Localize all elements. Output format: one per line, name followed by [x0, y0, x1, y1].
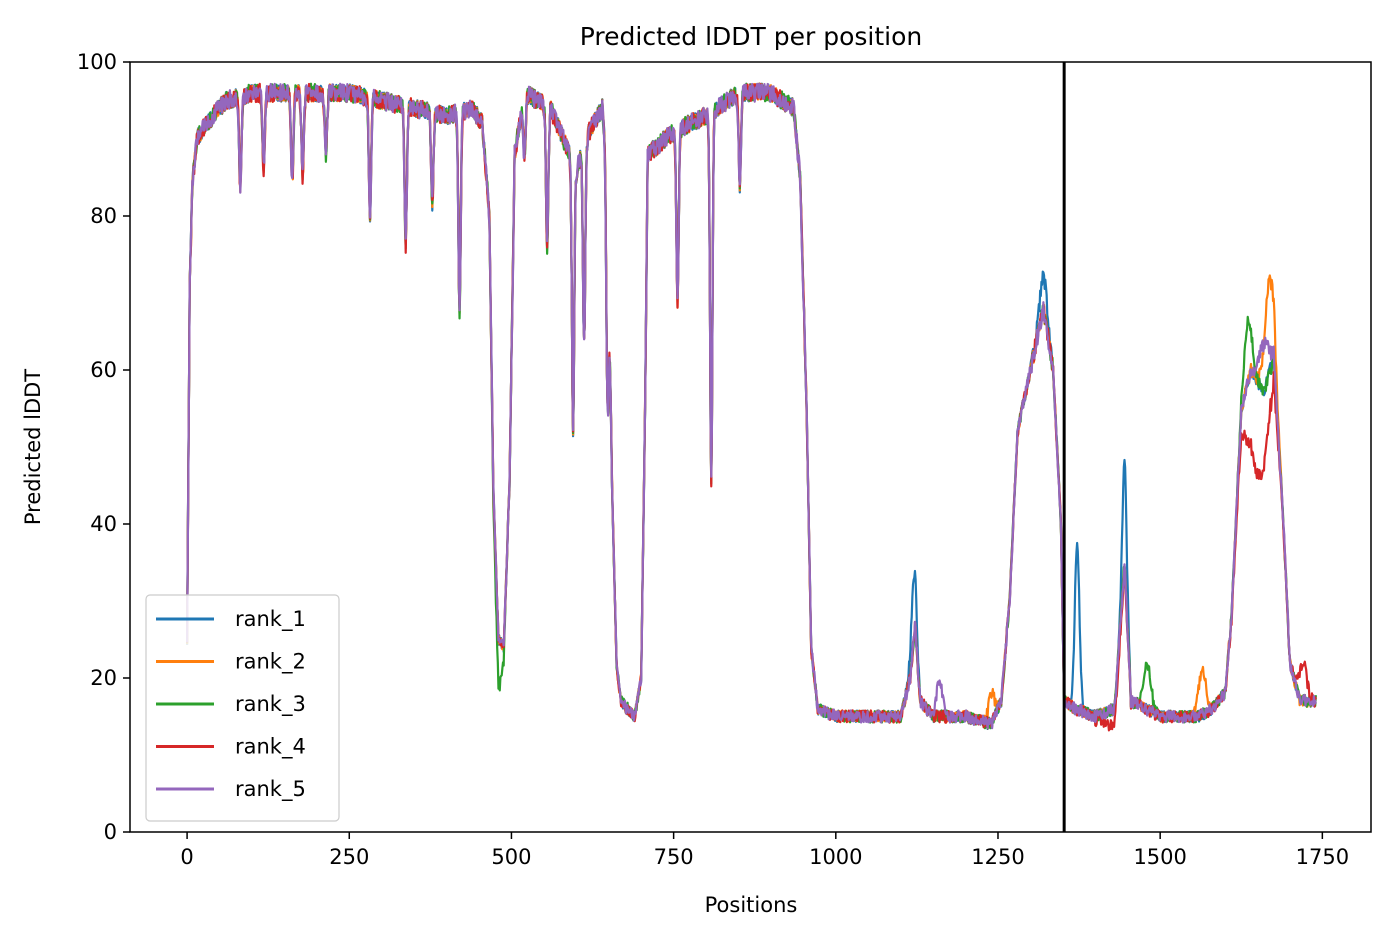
plot-frame [129, 61, 1372, 833]
series-line-rank_1 [185, 82, 1317, 731]
series-line-rank_5 [185, 82, 1317, 730]
x-tick-label: 1500 [1133, 845, 1186, 869]
series-line-rank_3 [185, 82, 1317, 730]
y-tick-label: 80 [90, 204, 117, 228]
legend-label: rank_1 [235, 607, 306, 632]
legend: rank_1 rank_2 rank_3 rank_4 rank_5 [145, 594, 340, 822]
x-tick-label: 1750 [1296, 845, 1349, 869]
legend-label: rank_4 [235, 735, 306, 760]
x-tick-label: 500 [491, 845, 531, 869]
y-tick-label: 20 [90, 666, 117, 690]
y-tick-label: 40 [90, 512, 117, 536]
y-axis-label: Predicted lDDT [21, 369, 45, 525]
y-tick-label: 60 [90, 358, 117, 382]
x-axis-label: Positions [705, 893, 798, 917]
x-tick-label: 750 [654, 845, 694, 869]
series-line-rank_4 [185, 82, 1317, 732]
y-tick-label: 100 [77, 50, 117, 74]
series-line-rank_2 [185, 82, 1317, 729]
legend-label: rank_2 [235, 650, 306, 675]
legend-label: rank_3 [235, 692, 306, 717]
chart-title: Predicted lDDT per position [580, 22, 922, 51]
x-axis-ticks: 0 250 500 750 1000 1250 1500 1750 [180, 832, 1349, 869]
legend-label: rank_5 [235, 777, 306, 802]
legend-box [145, 594, 340, 822]
series-layer [185, 82, 1317, 732]
x-tick-label: 0 [180, 845, 193, 869]
x-tick-label: 1250 [971, 845, 1024, 869]
y-tick-label: 0 [104, 820, 117, 844]
x-tick-label: 250 [329, 845, 369, 869]
y-axis-ticks: 0 20 40 60 80 100 [77, 50, 130, 844]
x-tick-label: 1000 [809, 845, 862, 869]
